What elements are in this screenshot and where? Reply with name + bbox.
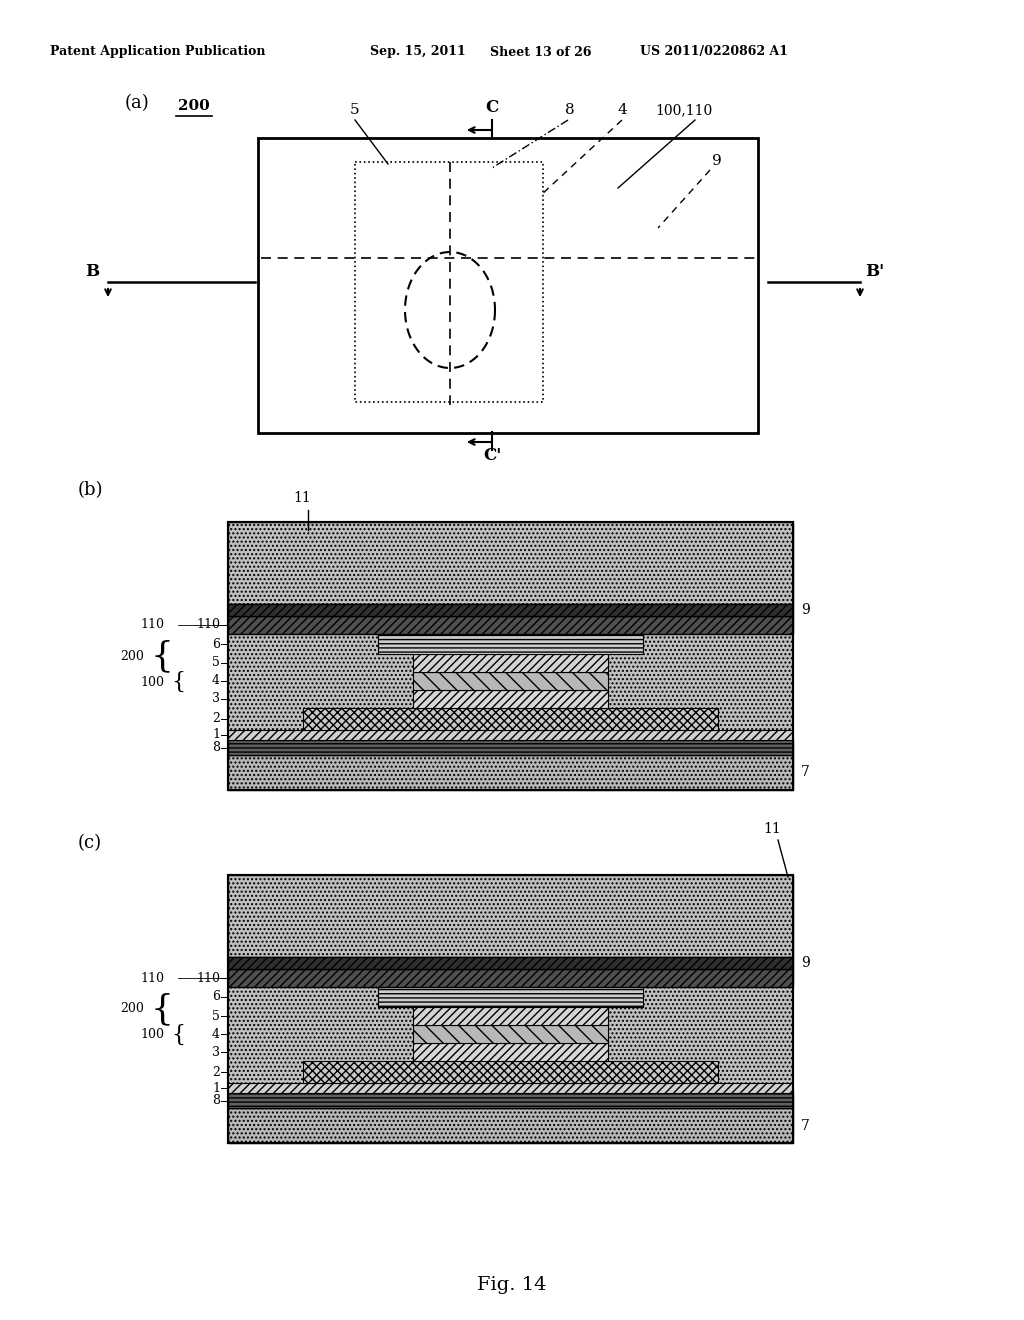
Bar — [228, 605, 793, 616]
Text: Fig. 14: Fig. 14 — [477, 1276, 547, 1294]
Text: 110: 110 — [196, 972, 220, 985]
Text: 200: 200 — [178, 99, 210, 114]
Text: 110: 110 — [196, 619, 220, 631]
Text: 110: 110 — [140, 619, 164, 631]
Bar — [355, 162, 543, 403]
Bar — [413, 1007, 608, 1026]
Bar — [228, 1082, 793, 1093]
Text: Sheet 13 of 26: Sheet 13 of 26 — [490, 45, 592, 58]
Text: 2: 2 — [212, 1065, 220, 1078]
Text: 9: 9 — [712, 154, 722, 168]
Bar — [228, 741, 793, 755]
Bar — [228, 730, 793, 741]
Bar — [258, 139, 758, 433]
Text: 3: 3 — [212, 1045, 220, 1059]
Bar — [228, 875, 793, 957]
Bar — [228, 1107, 793, 1143]
Text: Sep. 15, 2011: Sep. 15, 2011 — [370, 45, 466, 58]
Text: {: { — [151, 993, 173, 1026]
Text: 4: 4 — [212, 1027, 220, 1040]
Text: 11: 11 — [763, 822, 780, 836]
Bar — [228, 616, 793, 634]
Text: 8: 8 — [212, 741, 220, 754]
Text: US 2011/0220862 A1: US 2011/0220862 A1 — [640, 45, 788, 58]
Text: Patent Application Publication: Patent Application Publication — [50, 45, 265, 58]
Text: 6: 6 — [212, 638, 220, 651]
Text: 4: 4 — [617, 103, 627, 117]
Text: B': B' — [865, 263, 885, 280]
Bar — [228, 521, 793, 605]
Bar — [413, 1043, 608, 1061]
Text: 100: 100 — [140, 676, 164, 689]
Text: {: { — [151, 639, 173, 673]
Text: (c): (c) — [78, 834, 102, 851]
Text: 8: 8 — [212, 1094, 220, 1107]
Text: 9: 9 — [801, 603, 810, 616]
Text: 1: 1 — [212, 1081, 220, 1094]
Text: 3: 3 — [212, 693, 220, 705]
Text: {: { — [171, 671, 185, 693]
Text: 9: 9 — [801, 956, 810, 970]
Bar — [228, 875, 793, 1143]
Text: 7: 7 — [801, 766, 810, 780]
Bar — [228, 957, 793, 969]
Text: 7: 7 — [801, 1118, 810, 1133]
Text: 5: 5 — [212, 656, 220, 669]
Bar — [378, 987, 643, 1007]
Text: 2: 2 — [212, 713, 220, 726]
Bar — [413, 690, 608, 708]
Bar — [378, 634, 643, 653]
Text: 8: 8 — [565, 103, 574, 117]
Bar — [228, 521, 793, 789]
Text: C': C' — [482, 447, 501, 465]
Text: 200: 200 — [120, 1002, 144, 1015]
Bar — [228, 755, 793, 789]
Bar — [228, 521, 793, 789]
Text: (a): (a) — [125, 94, 150, 112]
Bar — [228, 875, 793, 1143]
Text: 5: 5 — [212, 1010, 220, 1023]
Text: 110: 110 — [140, 972, 164, 985]
Bar — [228, 969, 793, 987]
Bar — [303, 1061, 718, 1082]
Text: B: B — [85, 263, 99, 280]
Text: 11: 11 — [293, 491, 310, 506]
Text: 1: 1 — [212, 729, 220, 742]
Text: 4: 4 — [212, 675, 220, 688]
Text: 5: 5 — [350, 103, 359, 117]
Bar — [413, 1026, 608, 1043]
Text: 100,110: 100,110 — [655, 103, 713, 117]
Bar — [413, 672, 608, 690]
Text: {: { — [171, 1024, 185, 1045]
Bar — [303, 708, 718, 730]
Bar — [228, 1093, 793, 1107]
Text: C: C — [485, 99, 499, 116]
Text: 200: 200 — [120, 649, 144, 663]
Text: (b): (b) — [78, 480, 103, 499]
Text: 100: 100 — [140, 1028, 164, 1041]
Bar — [413, 653, 608, 672]
Text: 6: 6 — [212, 990, 220, 1003]
